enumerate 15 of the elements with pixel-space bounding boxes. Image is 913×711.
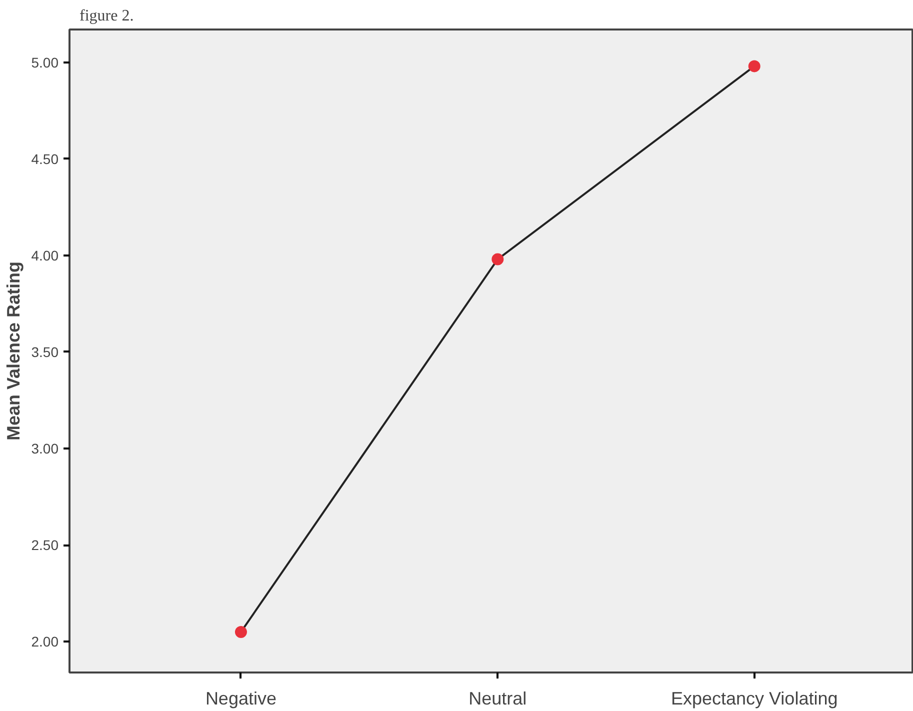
y-tick-label: 3.00	[31, 440, 59, 457]
y-tick-label: 4.00	[31, 247, 59, 264]
point	[748, 60, 760, 72]
y-tick-label: 2.00	[31, 634, 59, 650]
x-tick-label: Neutral	[468, 688, 527, 708]
y-axis-title: Mean Valence Rating	[3, 261, 24, 441]
x-tick-label: Expectancy Violating	[670, 688, 838, 708]
chart-title: figure 2.	[80, 8, 134, 24]
x-tick-label: Negative	[205, 688, 276, 708]
y-tick-label: 5.00	[31, 54, 59, 70]
y-tick-label: 2.50	[31, 537, 59, 554]
point	[234, 626, 247, 638]
y-tick-label: 3.50	[31, 344, 59, 360]
y-tick-label: 4.50	[31, 150, 59, 167]
point	[492, 253, 504, 266]
